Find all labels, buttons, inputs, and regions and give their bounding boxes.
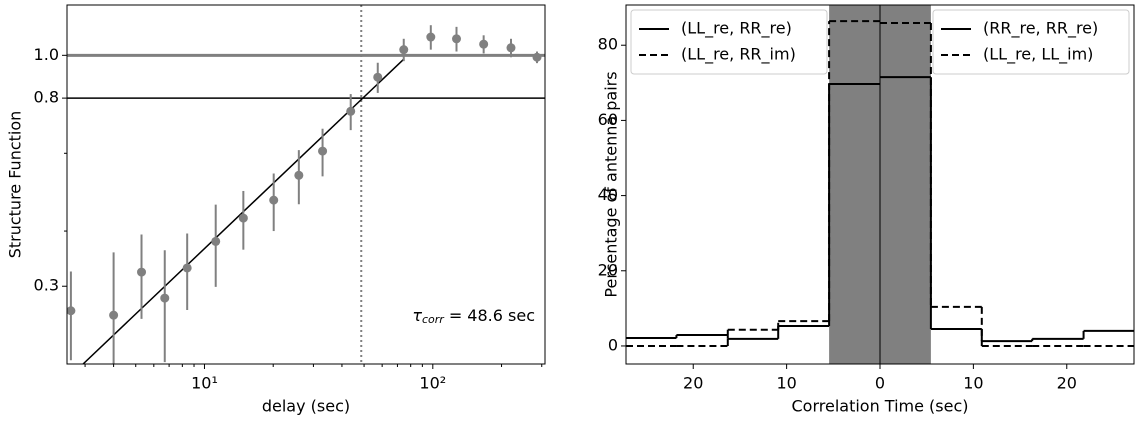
data-point — [399, 45, 409, 55]
y-tick-label: 0.3 — [34, 276, 59, 295]
data-point — [294, 170, 304, 180]
y-tick-label: 20 — [598, 260, 618, 279]
data-point — [346, 106, 356, 116]
y-tick-label: 80 — [598, 35, 618, 54]
y-tick-label: 1.0 — [34, 45, 59, 64]
legend-label: (LL_re, RR_re) — [681, 19, 792, 39]
y-tick-label: 60 — [598, 110, 618, 129]
legend-label: (RR_re, RR_re) — [983, 19, 1098, 39]
x-tick-label: 20 — [683, 374, 703, 393]
annotation-symbol: τ — [412, 306, 422, 325]
plot-frame — [625, 4, 1135, 365]
legend-box — [630, 9, 828, 75]
annotation: τcorr = 48.6 sec — [412, 306, 535, 327]
x-tick-label: 10 — [776, 374, 796, 393]
data-point — [109, 310, 119, 320]
data-point — [67, 306, 76, 316]
data-point — [426, 32, 436, 42]
data-point — [452, 34, 462, 44]
y-tick-label: 0 — [608, 335, 618, 354]
annotation-text: = 48.6 sec — [449, 306, 535, 325]
y-axis-label: Percentage of antenna pairs — [602, 71, 621, 297]
x-axis-label: Correlation Time (sec) — [791, 397, 968, 416]
data-point — [318, 146, 328, 156]
x-tick-label: 0 — [875, 374, 885, 393]
annotation-subscript: corr — [422, 313, 445, 326]
data-point — [238, 213, 248, 223]
data-point — [211, 236, 221, 246]
x-tick-label: 10 — [963, 374, 983, 393]
x-tick-label: 20 — [1057, 374, 1077, 393]
x-tick-label: 10¹ — [191, 374, 218, 393]
plot-area — [67, 5, 545, 364]
data-point — [532, 52, 542, 62]
x-tick-label: 10² — [419, 374, 446, 393]
legend-label: (LL_re, RR_im) — [681, 45, 796, 65]
data-point — [137, 267, 147, 277]
data-point — [269, 195, 279, 205]
y-tick-label: 0.8 — [34, 88, 59, 107]
y-axis-label: Structure Function — [6, 111, 25, 259]
data-point — [160, 293, 170, 303]
data-point — [182, 263, 192, 273]
data-point — [479, 39, 489, 49]
data-point — [506, 43, 516, 53]
legend-box — [932, 9, 1130, 75]
y-tick-label: 40 — [598, 185, 618, 204]
data-point — [373, 72, 383, 82]
plot-frame — [66, 4, 546, 365]
x-axis-label: delay (sec) — [262, 397, 350, 416]
legend-label: (LL_re, LL_im) — [983, 45, 1093, 65]
